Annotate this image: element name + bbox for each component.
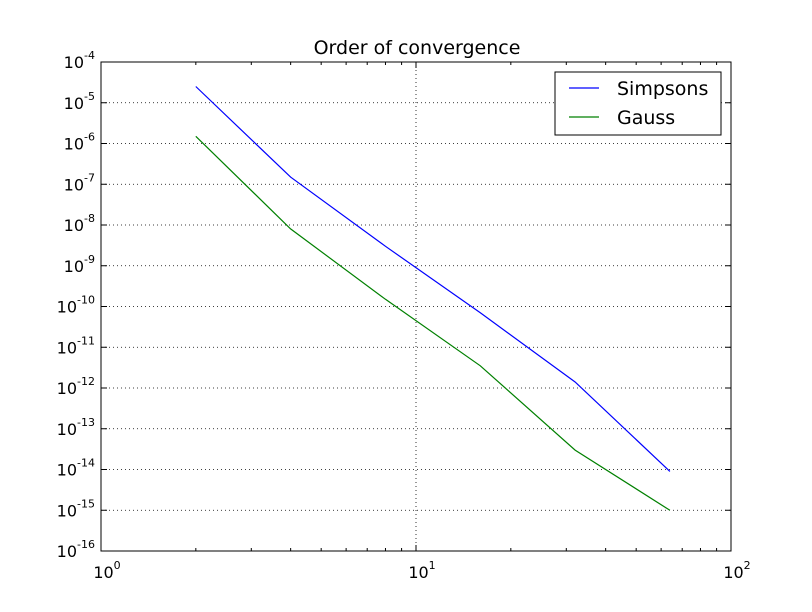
x-tick-label: 101 [408, 559, 435, 582]
y-tick-label: 10-11 [57, 334, 95, 357]
grid-layer [101, 62, 731, 551]
y-tick-label: 10-7 [64, 171, 95, 194]
y-tick-exponent: -10 [77, 294, 95, 307]
y-tick-label: 10-15 [57, 497, 95, 520]
y-tick-label: 10-12 [57, 375, 95, 398]
series-line-simpsons [195, 86, 671, 472]
x-tick-exponent: 1 [429, 559, 436, 572]
legend-label: Simpsons [617, 78, 708, 100]
x-tick-exponent: 0 [114, 559, 121, 572]
legend-box [554, 71, 722, 136]
tick-layer: 10-410-510-610-710-810-910-1010-1110-121… [57, 49, 751, 582]
y-tick-exponent: -16 [77, 538, 95, 551]
y-tick-label: 10-8 [64, 212, 95, 235]
y-tick-base: 10 [57, 420, 77, 439]
y-tick-base: 10 [57, 461, 77, 480]
y-tick-base: 10 [64, 175, 84, 194]
x-tick-base: 10 [93, 563, 113, 582]
y-tick-base: 10 [57, 542, 77, 561]
y-tick-base: 10 [64, 94, 84, 113]
y-tick-base: 10 [64, 216, 84, 235]
y-tick-exponent: -6 [84, 131, 95, 144]
y-tick-exponent: -11 [77, 334, 95, 347]
y-tick-label: 10-9 [64, 253, 95, 276]
y-tick-exponent: -4 [84, 49, 95, 62]
y-tick-label: 10-13 [57, 416, 95, 439]
y-tick-exponent: -5 [84, 90, 95, 103]
y-tick-base: 10 [64, 53, 84, 72]
series-layer [195, 86, 671, 511]
x-tick-exponent: 2 [744, 559, 751, 572]
chart-title: Order of convergence [314, 37, 521, 59]
y-tick-label: 10-10 [57, 294, 95, 317]
y-tick-exponent: -7 [84, 171, 95, 184]
x-tick-base: 10 [408, 563, 428, 582]
x-tick-label: 100 [93, 559, 120, 582]
y-tick-base: 10 [57, 379, 77, 398]
y-tick-label: 10-4 [64, 49, 95, 72]
legend-label: Gauss [617, 107, 675, 129]
y-tick-exponent: -14 [77, 457, 95, 470]
y-tick-exponent: -13 [77, 416, 95, 429]
y-tick-label: 10-16 [57, 538, 95, 561]
y-tick-exponent: -8 [84, 212, 95, 225]
legend: Simpsons Gauss [554, 71, 722, 136]
y-tick-exponent: -9 [84, 253, 95, 266]
y-tick-base: 10 [64, 135, 84, 154]
y-tick-label: 10-5 [64, 90, 95, 113]
y-tick-label: 10-14 [57, 457, 95, 480]
x-tick-label: 102 [723, 559, 750, 582]
y-tick-base: 10 [57, 338, 77, 357]
y-tick-base: 10 [64, 257, 84, 276]
y-tick-base: 10 [57, 501, 77, 520]
y-tick-exponent: -15 [77, 497, 95, 510]
series-line-gauss [195, 135, 671, 511]
y-tick-exponent: -12 [77, 375, 95, 388]
y-tick-base: 10 [57, 298, 77, 317]
x-tick-base: 10 [723, 563, 743, 582]
y-tick-label: 10-6 [64, 131, 95, 154]
